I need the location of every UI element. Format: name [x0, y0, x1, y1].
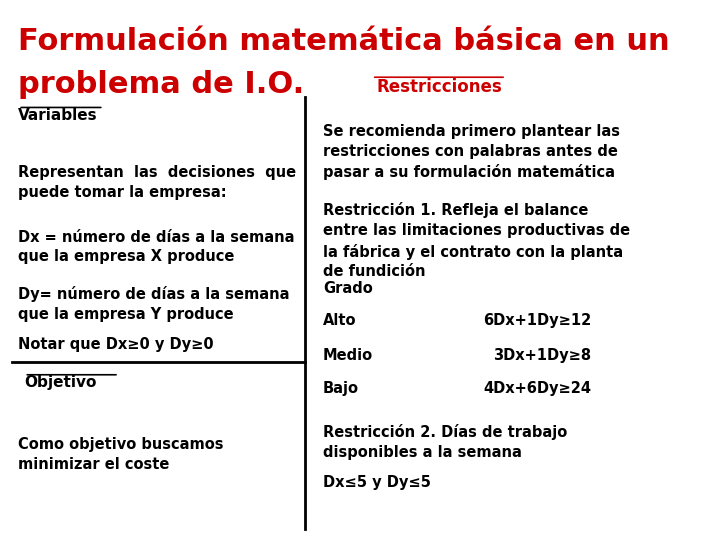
Text: 4Dx+6Dy≥24: 4Dx+6Dy≥24: [483, 381, 591, 396]
FancyBboxPatch shape: [0, 0, 616, 540]
Text: Restricción 1. Refleja el balance
entre las limitaciones productivas de
la fábri: Restricción 1. Refleja el balance entre …: [323, 202, 630, 279]
Text: Restricciones: Restricciones: [376, 78, 502, 96]
Text: Alto: Alto: [323, 313, 356, 328]
Text: problema de I.O.: problema de I.O.: [18, 70, 305, 99]
Text: Grado: Grado: [323, 281, 373, 296]
Text: Como objetivo buscamos
minimizar el coste: Como objetivo buscamos minimizar el cost…: [18, 437, 224, 472]
Text: Se recomienda primero plantear las
restricciones con palabras antes de
pasar a s: Se recomienda primero plantear las restr…: [323, 124, 620, 180]
Text: Restricción 2. Días de trabajo
disponibles a la semana: Restricción 2. Días de trabajo disponibl…: [323, 424, 567, 460]
Text: Dx = número de días a la semana
que la empresa X produce: Dx = número de días a la semana que la e…: [18, 230, 294, 264]
Text: Dy= número de días a la semana
que la empresa Y produce: Dy= número de días a la semana que la em…: [18, 286, 289, 322]
Text: Variables: Variables: [18, 108, 98, 123]
Text: Objetivo: Objetivo: [24, 375, 96, 390]
Text: 6Dx+1Dy≥12: 6Dx+1Dy≥12: [483, 313, 591, 328]
Text: Formulación matemática básica en un: Formulación matemática básica en un: [18, 27, 670, 56]
Text: Representan  las  decisiones  que
puede tomar la empresa:: Representan las decisiones que puede tom…: [18, 165, 297, 199]
Text: 3Dx+1Dy≥8: 3Dx+1Dy≥8: [493, 348, 591, 363]
Text: Medio: Medio: [323, 348, 373, 363]
Text: Dx≤5 y Dy≤5: Dx≤5 y Dy≤5: [323, 475, 431, 490]
Text: Notar que Dx≥0 y Dy≥0: Notar que Dx≥0 y Dy≥0: [18, 338, 214, 353]
Text: Bajo: Bajo: [323, 381, 359, 396]
